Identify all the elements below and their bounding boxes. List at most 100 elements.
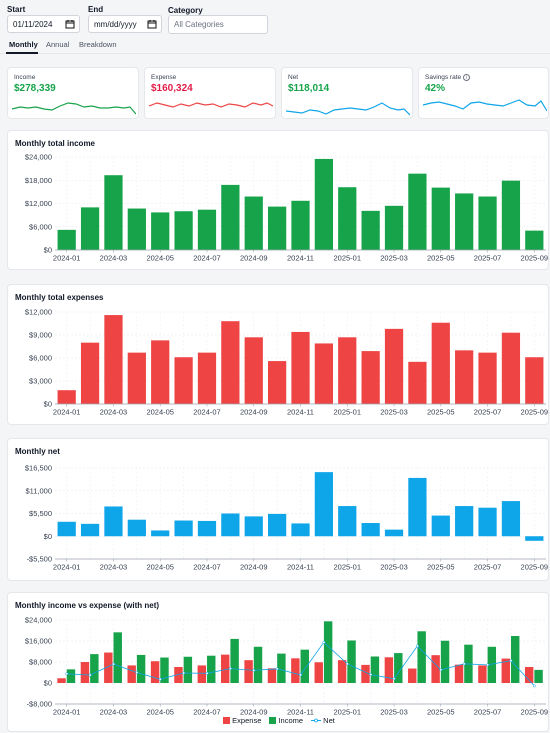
legend-item-expense[interactable]: Expense — [223, 716, 261, 725]
bar-income — [136, 654, 146, 683]
x-tick-label: 2025-05 — [427, 408, 455, 417]
kpi-savings-label-wrap: Savings rate i — [425, 74, 471, 81]
expense-bar-chart: $0 $3,000 $6,000 $9,000 $12,000 2024-01 2024-0… — [25, 308, 548, 417]
x-tick-label: 2025-03 — [380, 563, 408, 572]
bar — [174, 357, 193, 404]
net-point — [415, 644, 419, 648]
bar-income — [487, 646, 497, 683]
bar-income — [394, 653, 403, 683]
bar-expense — [291, 658, 300, 683]
bar-income — [183, 656, 193, 683]
bar-income — [66, 669, 76, 683]
y-tick-label: $8,000 — [29, 658, 52, 667]
net-point — [322, 640, 326, 644]
bar — [408, 477, 427, 537]
net-point — [88, 673, 92, 677]
x-tick-label: 2024-07 — [193, 408, 221, 417]
net-point — [486, 663, 489, 667]
start-date-value: 01/11/2024 — [13, 19, 53, 29]
bar-expense — [431, 655, 440, 683]
bar-expense — [524, 666, 534, 683]
net-sparkline — [286, 102, 410, 116]
x-tick-label: 2024-01 — [53, 408, 81, 417]
bar — [268, 361, 287, 404]
bar-income — [417, 631, 426, 683]
category-value: All Categories — [174, 20, 224, 29]
x-tick-label: 2024-09 — [240, 408, 268, 417]
x-tick-label: 2025-07 — [474, 408, 502, 417]
bar — [338, 506, 357, 537]
bar — [174, 211, 193, 250]
savings-sparkline — [423, 99, 547, 112]
active-tab-indicator — [6, 52, 38, 54]
y-tick-label: -$8,000 — [27, 700, 52, 709]
bar — [501, 180, 521, 250]
x-tick-label: 2024-05 — [146, 254, 174, 263]
y-tick-label: $16,000 — [25, 637, 52, 646]
chart-title: Monthly net — [15, 447, 60, 456]
x-tick-label: 2025-07 — [474, 254, 502, 263]
bar-expense — [80, 662, 90, 683]
bar — [197, 520, 217, 537]
bar-expense — [267, 668, 277, 683]
calendar-icon[interactable] — [147, 19, 157, 29]
bar — [408, 173, 427, 250]
bar — [455, 193, 474, 250]
y-tick-label: $24,000 — [25, 616, 52, 625]
x-tick-label: 2024-01 — [53, 254, 81, 263]
x-tick-label: 2025-03 — [380, 408, 408, 417]
x-tick-label: 2024-01 — [53, 563, 81, 572]
bar — [80, 523, 100, 537]
legend-expense-label: Expense — [232, 716, 262, 725]
bar — [361, 210, 380, 250]
x-tick-label: 2024-11 — [287, 708, 314, 717]
net-chart-card: Monthly net -$5,500 $0 $5,500 $11,000 $16,50… — [7, 438, 549, 581]
bar-expense — [57, 678, 66, 683]
y-tick-label: $12,000 — [25, 308, 52, 317]
bar — [361, 351, 380, 404]
bar-income — [440, 640, 450, 683]
tab-breakdown[interactable]: Breakdown — [79, 40, 117, 49]
x-tick-label: 2024-01 — [53, 708, 81, 717]
income-bar-chart: $0 $6,000 $12,000 $18,000 $24,000 2024-01 2024… — [25, 153, 548, 263]
chart-title: Monthly income vs expense (with net) — [15, 601, 160, 610]
calendar-icon[interactable] — [65, 19, 75, 29]
bar — [314, 472, 333, 537]
legend-item-income[interactable]: Income — [269, 716, 303, 725]
x-tick-label: 2025-01 — [333, 563, 361, 572]
bar-income — [370, 656, 380, 683]
x-tick-label: 2024-11 — [287, 563, 314, 572]
bar — [151, 530, 170, 537]
bar-income — [90, 654, 99, 683]
info-icon[interactable]: i — [463, 74, 471, 81]
x-tick-label: 2025-05 — [427, 254, 455, 263]
bar-expense — [174, 666, 183, 683]
end-date-input[interactable]: mm/dd/yyyy — [88, 15, 162, 33]
bar — [314, 158, 333, 250]
bar-income — [207, 655, 216, 683]
expense-chart-card: Monthly total expenses $0 $3,000 $6,000 $9,… — [7, 284, 549, 425]
bar — [221, 321, 240, 404]
net-line-swatch — [311, 718, 322, 723]
legend-item-net[interactable]: Net — [311, 716, 335, 725]
bar — [314, 343, 333, 404]
x-tick-label: 2025-03 — [380, 708, 408, 717]
bar-expense — [384, 657, 394, 683]
bar — [104, 506, 123, 537]
category-select[interactable]: All Categories — [168, 15, 268, 34]
income-chart-card: Monthly total income $0 $6,000 $12,000 $18,… — [7, 130, 549, 270]
bar — [57, 521, 76, 537]
bar — [408, 361, 427, 404]
y-tick-label: $24,000 — [25, 153, 52, 162]
x-tick-label: 2024-07 — [193, 563, 221, 572]
x-tick-label: 2024-09 — [240, 254, 268, 263]
tab-monthly[interactable]: Monthly — [9, 40, 38, 49]
tab-annual[interactable]: Annual — [46, 40, 70, 49]
x-tick-label: 2024-05 — [146, 708, 174, 717]
bar — [525, 357, 544, 404]
kpi-income-label: Income — [14, 74, 36, 81]
category-label: Category — [168, 6, 203, 15]
chart-title: Monthly total income — [15, 139, 95, 148]
bar — [104, 315, 123, 404]
start-date-input[interactable]: 01/11/2024 — [7, 15, 80, 33]
